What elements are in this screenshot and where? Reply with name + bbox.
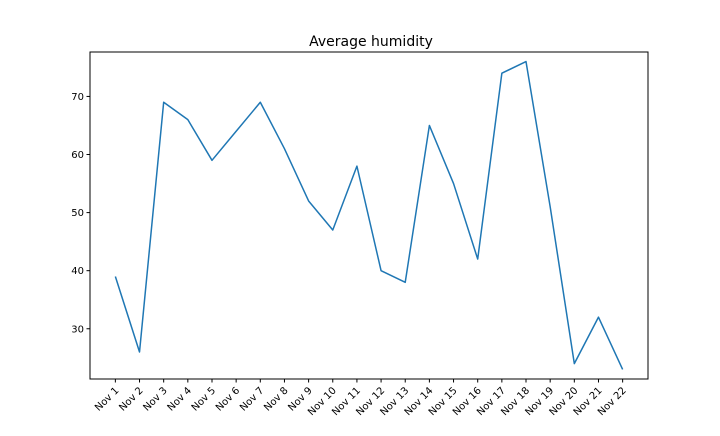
plot-frame: [89, 51, 649, 380]
data-point: [356, 165, 358, 167]
data-point: [404, 281, 406, 283]
data-point: [284, 148, 286, 150]
data-point: [453, 183, 455, 185]
data-point: [622, 369, 624, 371]
data-point: [380, 270, 382, 272]
data-point: [139, 351, 141, 353]
y-tick-label: 50: [71, 208, 84, 219]
y-tick-label: 70: [71, 92, 84, 103]
data-point: [477, 258, 479, 260]
data-point: [187, 119, 189, 121]
data-point: [574, 363, 576, 365]
data-point: [259, 101, 261, 103]
data-point: [115, 276, 117, 278]
y-tick-label: 30: [71, 324, 84, 335]
y-tick-label: 40: [71, 266, 84, 277]
data-point: [235, 130, 237, 132]
y-tick-label: 60: [71, 150, 84, 161]
series-line: [114, 60, 624, 370]
data-point: [501, 72, 503, 74]
data-point: [211, 160, 213, 162]
data-point: [598, 316, 600, 318]
data-point: [332, 229, 334, 231]
data-point: [429, 125, 431, 127]
chart-title: Average humidity: [309, 34, 433, 50]
data-point: [525, 61, 527, 63]
data-point: [163, 101, 165, 103]
data-point: [308, 200, 310, 202]
data-point: [549, 206, 551, 208]
